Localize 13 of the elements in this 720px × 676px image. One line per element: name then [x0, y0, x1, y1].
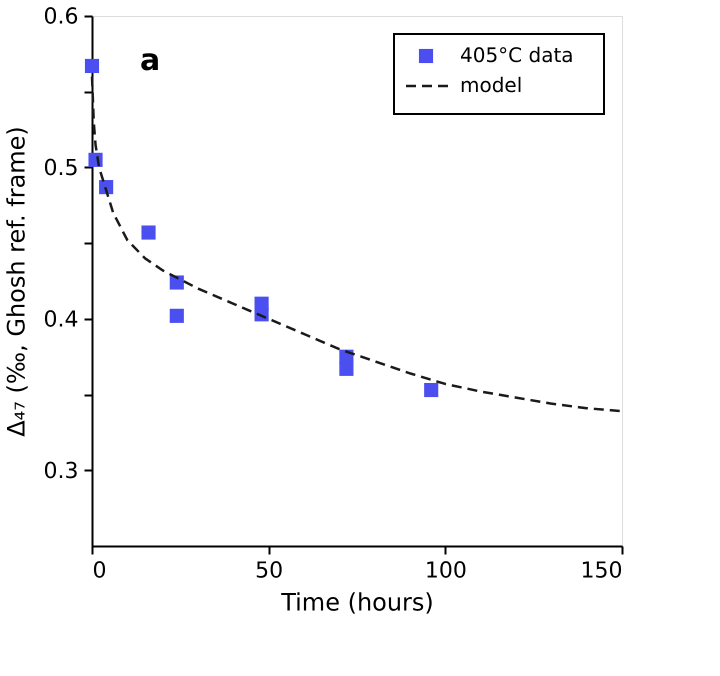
y-tick-label: 0.5 — [44, 156, 78, 181]
annotation: a — [140, 43, 160, 78]
x-tick-label: 150 — [580, 558, 622, 584]
y-tick-label: 0.6 — [44, 4, 78, 30]
legend-label: 405°C data — [460, 43, 574, 67]
y-tick-label: 0.3 — [44, 458, 78, 484]
x-axis-title: Time (hours) — [280, 588, 434, 616]
legend-label: model — [460, 73, 522, 97]
x-tick-label: 50 — [255, 558, 284, 584]
x-tick-label: 100 — [424, 558, 467, 584]
y-tick-label: 0.4 — [44, 307, 78, 332]
x-tick-label: 0 — [92, 558, 106, 584]
y-axis-title: Δ₄₇ (‰, Ghosh ref. frame) — [2, 126, 31, 437]
